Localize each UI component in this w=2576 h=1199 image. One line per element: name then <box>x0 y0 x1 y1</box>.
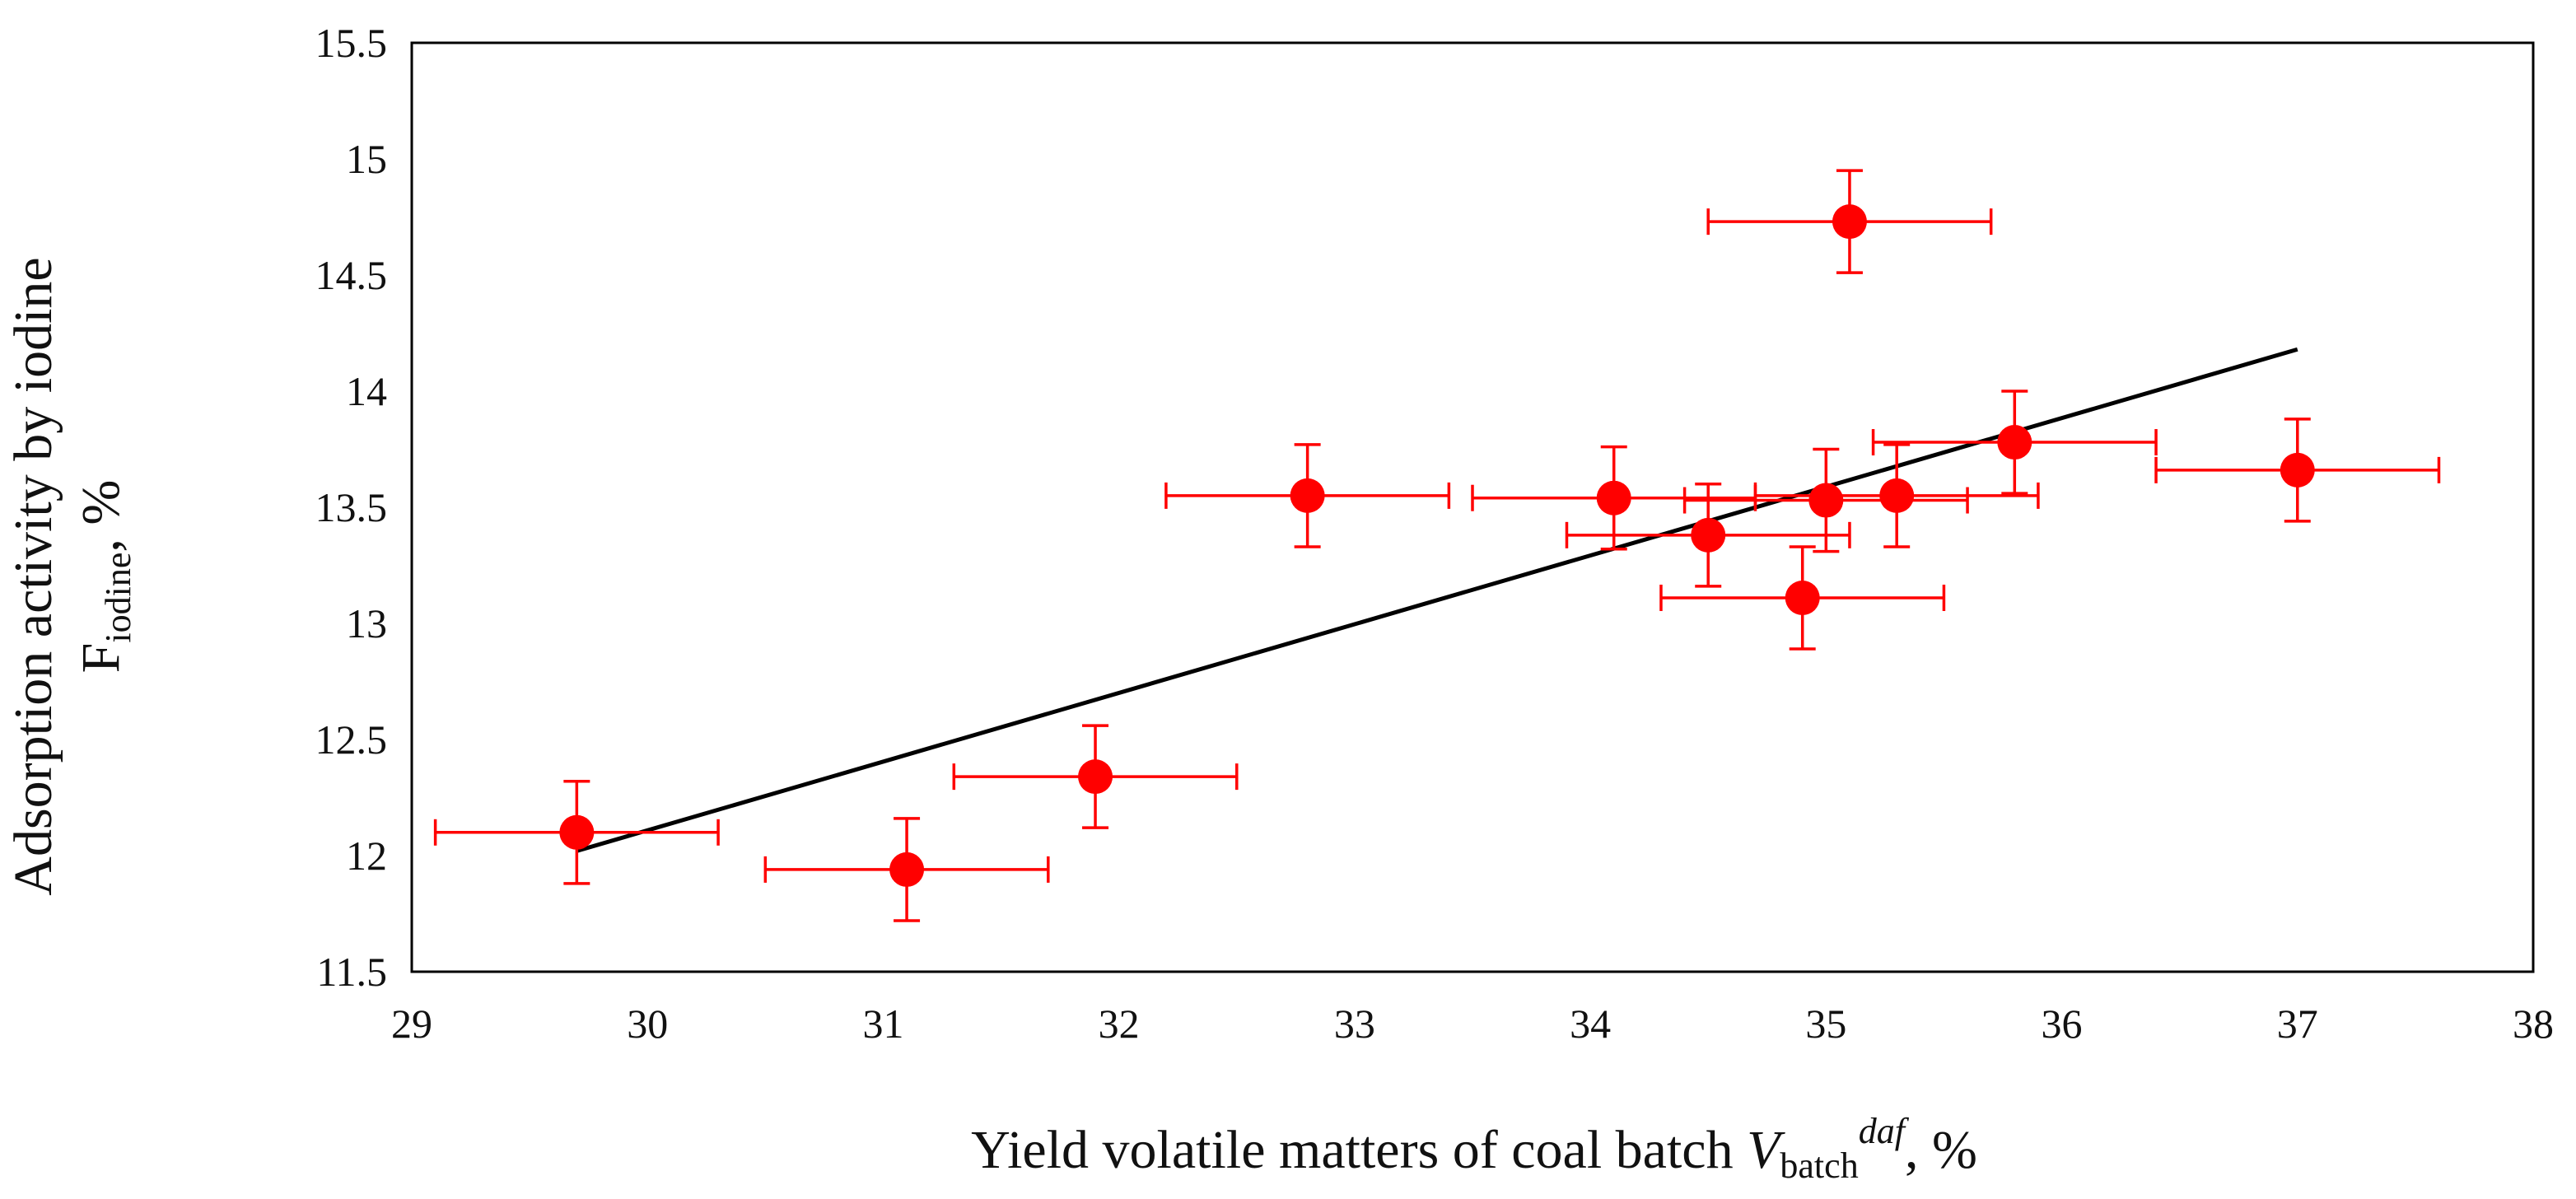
x-axis-title-sub: batch <box>1780 1145 1858 1186</box>
x-tick-label: 34 <box>1570 1001 1611 1047</box>
data-point <box>1078 759 1113 795</box>
y-tick-label: 13.5 <box>315 484 388 530</box>
plot-frame <box>410 41 2535 973</box>
y-axis-title: Adsorption activity by iodine Fiodine, % <box>3 257 138 895</box>
x-axis-title-var: V <box>1747 1120 1785 1180</box>
error-bars <box>433 169 2441 922</box>
data-point <box>1691 517 1726 553</box>
data-point <box>1879 478 1915 513</box>
y-tick-label: 12 <box>346 833 387 879</box>
x-tick-labels: 29 30 31 32 33 34 35 36 37 38 <box>391 1001 2554 1047</box>
data-point <box>1290 478 1325 513</box>
data-point <box>1785 580 1820 615</box>
trendline-group <box>576 347 2298 853</box>
data-point <box>889 851 925 887</box>
y-axis-title-line1: Adsorption activity by iodine <box>3 257 63 895</box>
x-tick-label: 35 <box>1805 1001 1846 1047</box>
x-tick-label: 38 <box>2513 1001 2554 1047</box>
y-tick-label: 15.5 <box>315 20 388 66</box>
x-tick-label: 36 <box>2042 1001 2083 1047</box>
x-axis-title-tail: , % <box>1905 1120 1977 1180</box>
data-point <box>1808 483 1844 518</box>
data-point <box>1997 425 2032 460</box>
x-tick-label: 33 <box>1334 1001 1375 1047</box>
x-axis-title-main: Yield volatile matters of coal batch <box>971 1120 1747 1180</box>
y-tick-label: 11.5 <box>316 949 387 995</box>
x-axis-title-sup: daf <box>1859 1111 1910 1151</box>
y-axis-title-tail: , % <box>71 480 131 553</box>
data-point <box>1596 480 1631 516</box>
x-tick-label: 37 <box>2277 1001 2318 1047</box>
x-tick-label: 29 <box>391 1001 432 1047</box>
y-tick-label: 13 <box>346 600 387 646</box>
y-tick-label: 14.5 <box>315 252 388 298</box>
y-tick-labels: 11.5 12 12.5 13 13.5 14 14.5 15 15.5 <box>315 20 388 995</box>
data-point <box>2280 452 2315 488</box>
data-point <box>1832 204 1867 240</box>
x-tick-label: 30 <box>627 1001 668 1047</box>
x-tick-label: 32 <box>1099 1001 1140 1047</box>
y-axis-title-line2: Fiodine, % <box>71 480 138 674</box>
data-point <box>559 814 595 850</box>
y-tick-label: 15 <box>346 136 387 182</box>
data-points <box>559 204 2315 887</box>
y-tick-label: 14 <box>346 368 387 414</box>
x-tick-label: 31 <box>862 1001 903 1047</box>
trendline <box>576 347 2298 853</box>
x-axis-title: Yield volatile matters of coal batch Vba… <box>971 1111 1977 1186</box>
y-tick-label: 12.5 <box>315 716 388 763</box>
y-axis-title-sub: iodine <box>98 553 138 643</box>
y-axis-title-prefix: F <box>71 643 131 674</box>
